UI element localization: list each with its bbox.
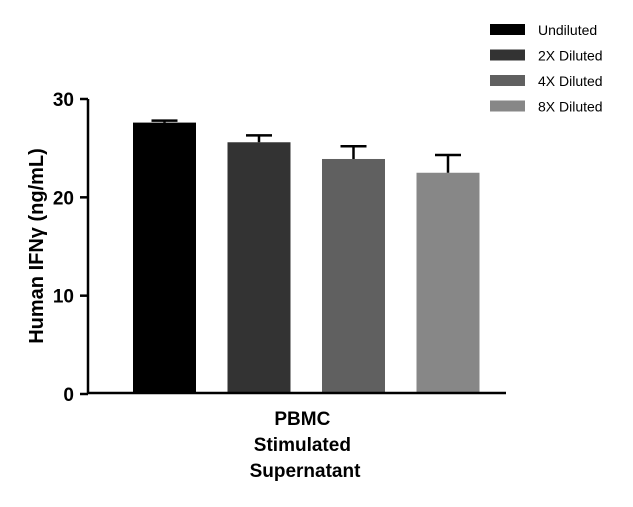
y-tick-label-20: 20 xyxy=(53,188,74,209)
y-tick-label-10: 10 xyxy=(53,287,74,308)
legend-swatch-4x-diluted xyxy=(490,75,525,86)
x-category-label: PBMC Stimulated Supernatant xyxy=(250,409,362,482)
legend-label-4x-diluted: 4X Diluted xyxy=(538,73,603,89)
error-bar-undiluted xyxy=(151,119,178,123)
y-tick-label-0: 0 xyxy=(63,385,74,406)
error-bar-2x-diluted xyxy=(246,134,272,143)
legend-label-2x-diluted: 2X Diluted xyxy=(538,48,603,64)
bar-8x-diluted xyxy=(416,172,480,394)
legend: Undiluted 2X Diluted 4X Diluted 8X Diluted xyxy=(490,22,603,115)
legend-swatch-2x-diluted xyxy=(490,49,525,61)
y-ticks-group: 0 10 20 30 xyxy=(53,90,88,406)
x-category-line-3: Supernatant xyxy=(250,461,362,482)
y-tick-label-30: 30 xyxy=(53,90,74,111)
bar-2x-diluted xyxy=(227,142,291,394)
x-category-line-2: Stimulated xyxy=(254,435,351,456)
error-bar-4x-diluted xyxy=(340,144,367,159)
bar-4x-diluted xyxy=(322,158,385,394)
bars-group xyxy=(133,119,480,394)
legend-swatch-8x-diluted xyxy=(490,100,525,112)
bar-undiluted xyxy=(133,122,196,394)
error-bar-8x-diluted xyxy=(435,153,461,173)
axes-group xyxy=(86,99,506,395)
legend-swatch-undiluted xyxy=(490,24,525,35)
legend-label-undiluted: Undiluted xyxy=(538,22,597,38)
y-axis-label: Human IFNγ (ng/mL) xyxy=(26,148,48,344)
legend-label-8x-diluted: 8X Diluted xyxy=(538,99,603,115)
x-category-line-1: PBMC xyxy=(274,409,330,430)
